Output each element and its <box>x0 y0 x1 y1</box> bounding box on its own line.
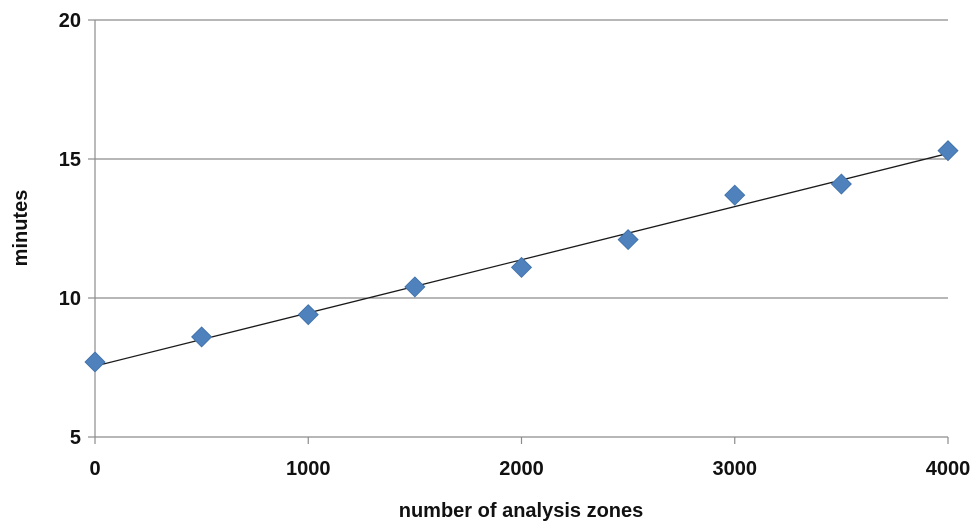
data-point-diamond <box>297 304 319 326</box>
data-point-diamond <box>84 351 106 373</box>
gridlines <box>95 19 948 299</box>
x-tick-label: 1000 <box>286 458 331 480</box>
x-tick-label: 2000 <box>499 458 544 480</box>
data-point-diamond <box>937 140 959 162</box>
axes <box>88 19 949 444</box>
y-tick-label: 5 <box>70 427 81 449</box>
data-point-diamond <box>510 256 533 278</box>
data-point-diamond <box>617 229 639 251</box>
y-axis-title: minutes <box>10 190 32 267</box>
x-tick-label: 3000 <box>713 458 758 480</box>
data-point-diamond <box>404 276 426 298</box>
y-tick-label: 15 <box>59 149 81 171</box>
x-axis-title: number of analysis zones <box>399 500 644 522</box>
y-tick-label: 10 <box>59 288 81 310</box>
tick-labels: 5 10 15 20 0 1000 2000 3000 4000 <box>59 10 971 480</box>
x-tick-label: 4000 <box>926 458 971 480</box>
data-point-diamond <box>191 326 213 348</box>
y-tick-label: 20 <box>59 10 81 32</box>
data-point-diamond <box>724 184 746 206</box>
data-points <box>84 140 959 373</box>
data-point-diamond <box>830 173 852 195</box>
x-tick-label: 0 <box>89 458 100 480</box>
